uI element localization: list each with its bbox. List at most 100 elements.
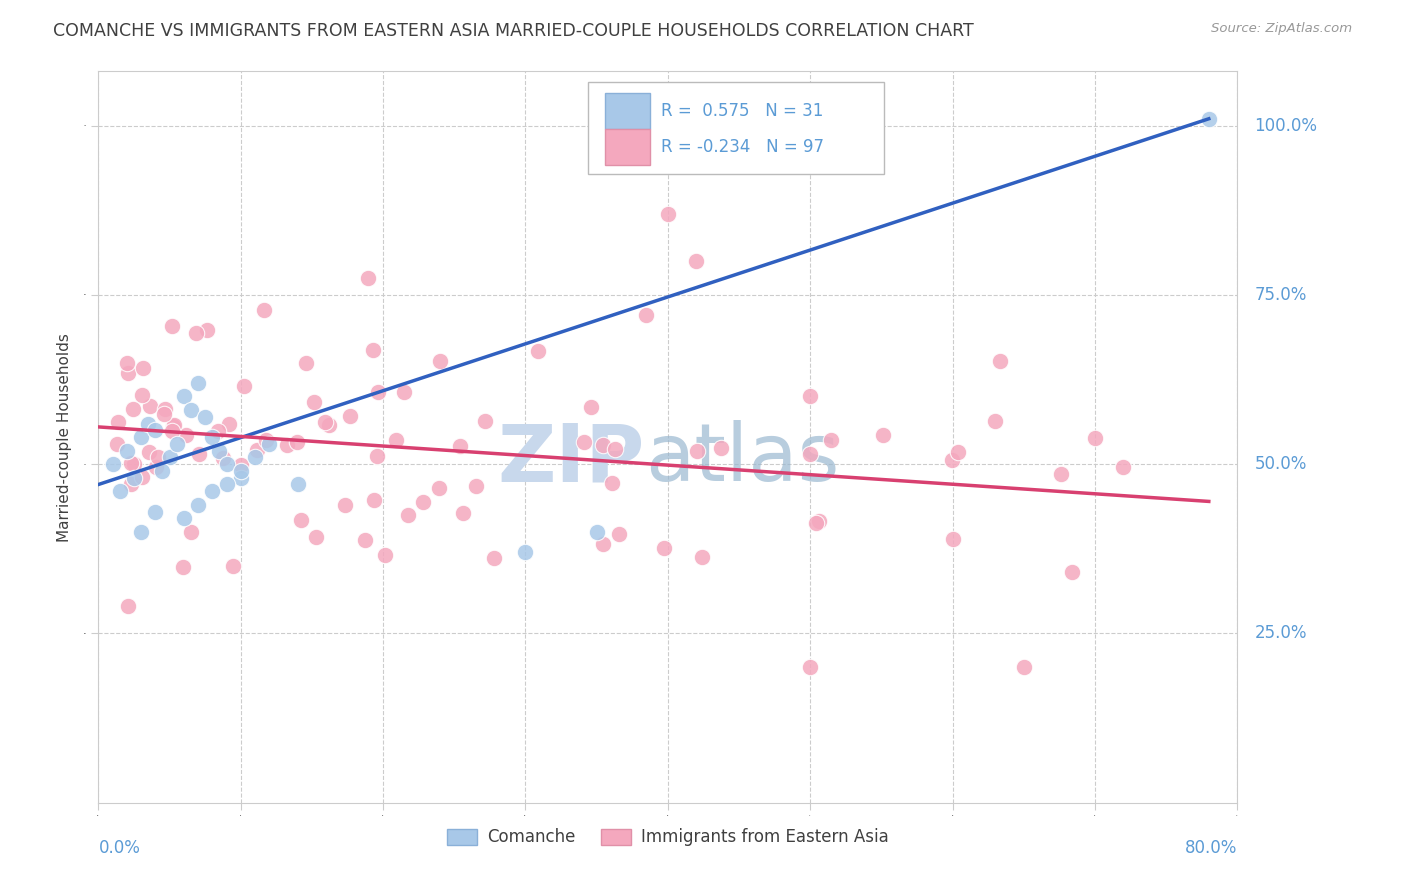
Point: [243, 450, 266, 465]
Point: [145, 423, 167, 437]
Point: [138, 445, 160, 459]
Point: [339, 409, 361, 424]
Point: [451, 507, 474, 521]
Point: [988, 353, 1011, 368]
Point: [427, 481, 450, 495]
Point: [396, 508, 419, 522]
Point: [253, 303, 276, 318]
Point: [101, 457, 124, 471]
Point: [129, 524, 152, 539]
Point: [872, 427, 894, 442]
Point: [139, 399, 162, 413]
Point: [153, 402, 176, 417]
Point: [948, 445, 970, 459]
Point: [108, 484, 131, 499]
Point: [172, 560, 194, 574]
Point: [592, 438, 614, 452]
Legend: Comanche, Immigrants from Eastern Asia: Comanche, Immigrants from Eastern Asia: [440, 822, 896, 853]
Point: [159, 450, 181, 465]
Point: [197, 323, 219, 337]
Point: [115, 443, 138, 458]
Point: [356, 271, 378, 285]
Point: [1112, 460, 1135, 475]
Point: [367, 384, 389, 399]
Point: [374, 548, 396, 562]
Point: [1050, 467, 1073, 481]
Point: [799, 447, 821, 461]
Point: [276, 437, 298, 451]
Point: [131, 470, 153, 484]
Point: [174, 428, 197, 442]
Point: [941, 453, 963, 467]
Point: [363, 492, 385, 507]
Text: R = -0.234   N = 97: R = -0.234 N = 97: [661, 138, 824, 156]
Point: [201, 430, 224, 444]
Text: 0.0%: 0.0%: [98, 839, 141, 857]
Point: [145, 505, 167, 519]
Point: [412, 494, 434, 508]
Point: [117, 599, 139, 614]
Point: [685, 254, 707, 268]
Point: [592, 537, 614, 551]
Point: [579, 400, 602, 414]
Point: [184, 326, 207, 341]
Point: [474, 413, 496, 427]
Point: [122, 471, 145, 485]
Point: [366, 450, 388, 464]
Point: [710, 442, 733, 456]
Point: [207, 424, 229, 438]
Point: [304, 394, 326, 409]
Point: [290, 512, 312, 526]
Point: [122, 458, 145, 472]
Point: [153, 407, 176, 421]
Point: [132, 360, 155, 375]
Point: [305, 530, 328, 544]
Point: [482, 551, 505, 566]
Text: 100.0%: 100.0%: [1254, 117, 1317, 135]
Point: [162, 318, 184, 333]
Point: [820, 434, 842, 448]
Point: [690, 549, 713, 564]
Y-axis label: Married-couple Households: Married-couple Households: [58, 333, 72, 541]
Point: [208, 443, 231, 458]
Point: [121, 402, 143, 417]
Point: [634, 308, 657, 322]
Text: R =  0.575   N = 31: R = 0.575 N = 31: [661, 103, 824, 120]
FancyBboxPatch shape: [605, 129, 650, 165]
Point: [361, 343, 384, 358]
Text: atlas: atlas: [645, 420, 839, 498]
Point: [515, 545, 537, 559]
Point: [232, 378, 254, 392]
Point: [314, 415, 336, 429]
Point: [162, 418, 184, 433]
Point: [429, 354, 451, 368]
Point: [1060, 566, 1083, 580]
Point: [136, 417, 159, 431]
Point: [160, 425, 183, 439]
Text: 75.0%: 75.0%: [1254, 285, 1306, 304]
Point: [117, 366, 139, 380]
Point: [526, 344, 548, 359]
Point: [173, 389, 195, 403]
Text: ZIP: ZIP: [498, 420, 645, 498]
Point: [605, 442, 627, 456]
Point: [229, 464, 252, 478]
Point: [686, 444, 709, 458]
Point: [115, 356, 138, 370]
Point: [1198, 112, 1220, 126]
Point: [215, 457, 238, 471]
Point: [201, 484, 224, 499]
Point: [942, 533, 965, 547]
Point: [294, 356, 316, 370]
FancyBboxPatch shape: [588, 82, 884, 174]
Point: [229, 471, 252, 485]
Point: [652, 541, 675, 555]
FancyBboxPatch shape: [605, 94, 650, 129]
Point: [259, 437, 281, 451]
Point: [173, 511, 195, 525]
Point: [187, 498, 209, 512]
Point: [574, 434, 596, 449]
Point: [984, 414, 1007, 428]
Point: [180, 403, 202, 417]
Point: [449, 439, 471, 453]
